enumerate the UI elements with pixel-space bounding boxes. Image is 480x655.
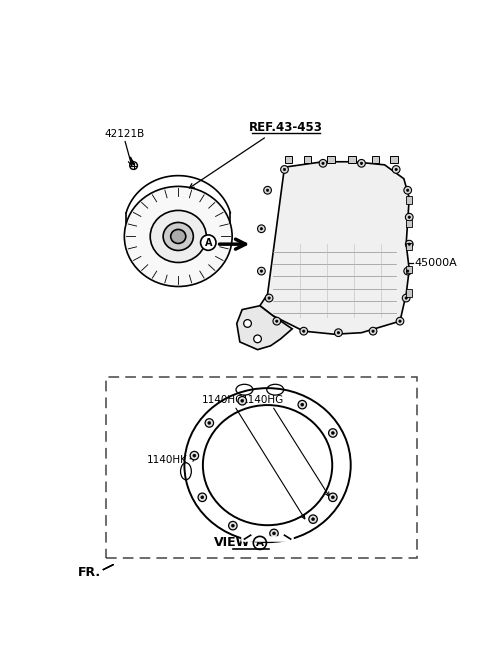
Text: A: A — [204, 238, 212, 248]
Circle shape — [329, 429, 337, 437]
Circle shape — [258, 225, 265, 233]
Circle shape — [372, 330, 374, 332]
Circle shape — [300, 328, 308, 335]
Circle shape — [193, 454, 196, 457]
Circle shape — [404, 267, 411, 275]
Polygon shape — [237, 306, 292, 350]
Circle shape — [254, 335, 262, 343]
Circle shape — [331, 432, 335, 434]
Circle shape — [281, 166, 288, 174]
Text: REF.43-453: REF.43-453 — [249, 121, 323, 134]
Ellipse shape — [124, 187, 232, 286]
Text: A: A — [256, 538, 264, 548]
Polygon shape — [260, 162, 409, 334]
Circle shape — [399, 320, 401, 322]
Circle shape — [244, 320, 252, 328]
Bar — [406, 289, 412, 297]
Circle shape — [369, 328, 377, 335]
Circle shape — [402, 294, 410, 302]
Circle shape — [406, 214, 413, 221]
Circle shape — [231, 524, 234, 527]
Bar — [285, 157, 292, 163]
Circle shape — [208, 421, 211, 424]
Circle shape — [335, 329, 342, 337]
Circle shape — [268, 297, 270, 299]
Circle shape — [392, 166, 400, 174]
Circle shape — [298, 400, 307, 409]
Bar — [106, 377, 417, 557]
Circle shape — [130, 162, 137, 170]
Circle shape — [190, 451, 199, 460]
Circle shape — [266, 189, 269, 191]
Circle shape — [404, 187, 411, 194]
Circle shape — [273, 317, 281, 325]
Circle shape — [241, 399, 244, 402]
Circle shape — [260, 270, 263, 272]
Circle shape — [283, 168, 286, 170]
Bar — [390, 157, 398, 163]
Circle shape — [265, 294, 273, 302]
Circle shape — [228, 521, 237, 530]
Circle shape — [258, 267, 265, 275]
Circle shape — [319, 159, 327, 167]
Circle shape — [264, 187, 271, 194]
Text: FR.: FR. — [78, 567, 101, 580]
Circle shape — [358, 159, 365, 167]
Text: 1140HK: 1140HK — [147, 455, 188, 465]
Ellipse shape — [163, 223, 193, 250]
Circle shape — [276, 320, 278, 322]
Circle shape — [395, 168, 397, 170]
Bar — [406, 196, 412, 204]
Circle shape — [407, 270, 409, 272]
Circle shape — [405, 297, 408, 299]
Circle shape — [408, 216, 410, 218]
Circle shape — [201, 235, 216, 250]
Bar — [348, 157, 356, 163]
Ellipse shape — [150, 210, 206, 263]
Circle shape — [301, 403, 304, 406]
Text: 1140HG: 1140HG — [242, 396, 284, 405]
Circle shape — [309, 515, 317, 523]
Circle shape — [302, 330, 305, 332]
Circle shape — [329, 493, 337, 502]
Circle shape — [273, 532, 276, 535]
Circle shape — [407, 189, 409, 191]
Text: 42121B: 42121B — [104, 129, 144, 139]
Text: 45000A: 45000A — [415, 259, 457, 269]
Bar — [372, 157, 379, 163]
Bar — [406, 242, 412, 250]
Text: VIEW: VIEW — [214, 536, 251, 550]
Bar — [406, 219, 412, 227]
Circle shape — [238, 396, 247, 405]
Ellipse shape — [171, 229, 186, 244]
Circle shape — [408, 243, 410, 246]
Circle shape — [260, 227, 263, 230]
Polygon shape — [103, 565, 114, 570]
Bar — [406, 266, 412, 273]
Circle shape — [396, 317, 404, 325]
Circle shape — [337, 331, 339, 334]
Circle shape — [360, 162, 363, 164]
Bar — [327, 157, 335, 163]
Text: 1140HG: 1140HG — [202, 396, 244, 405]
Circle shape — [205, 419, 214, 427]
Circle shape — [198, 493, 206, 502]
Circle shape — [331, 496, 335, 499]
Circle shape — [270, 529, 278, 538]
Bar — [304, 157, 312, 163]
Circle shape — [322, 162, 324, 164]
Circle shape — [406, 240, 413, 248]
Circle shape — [312, 517, 314, 521]
Circle shape — [201, 496, 204, 499]
